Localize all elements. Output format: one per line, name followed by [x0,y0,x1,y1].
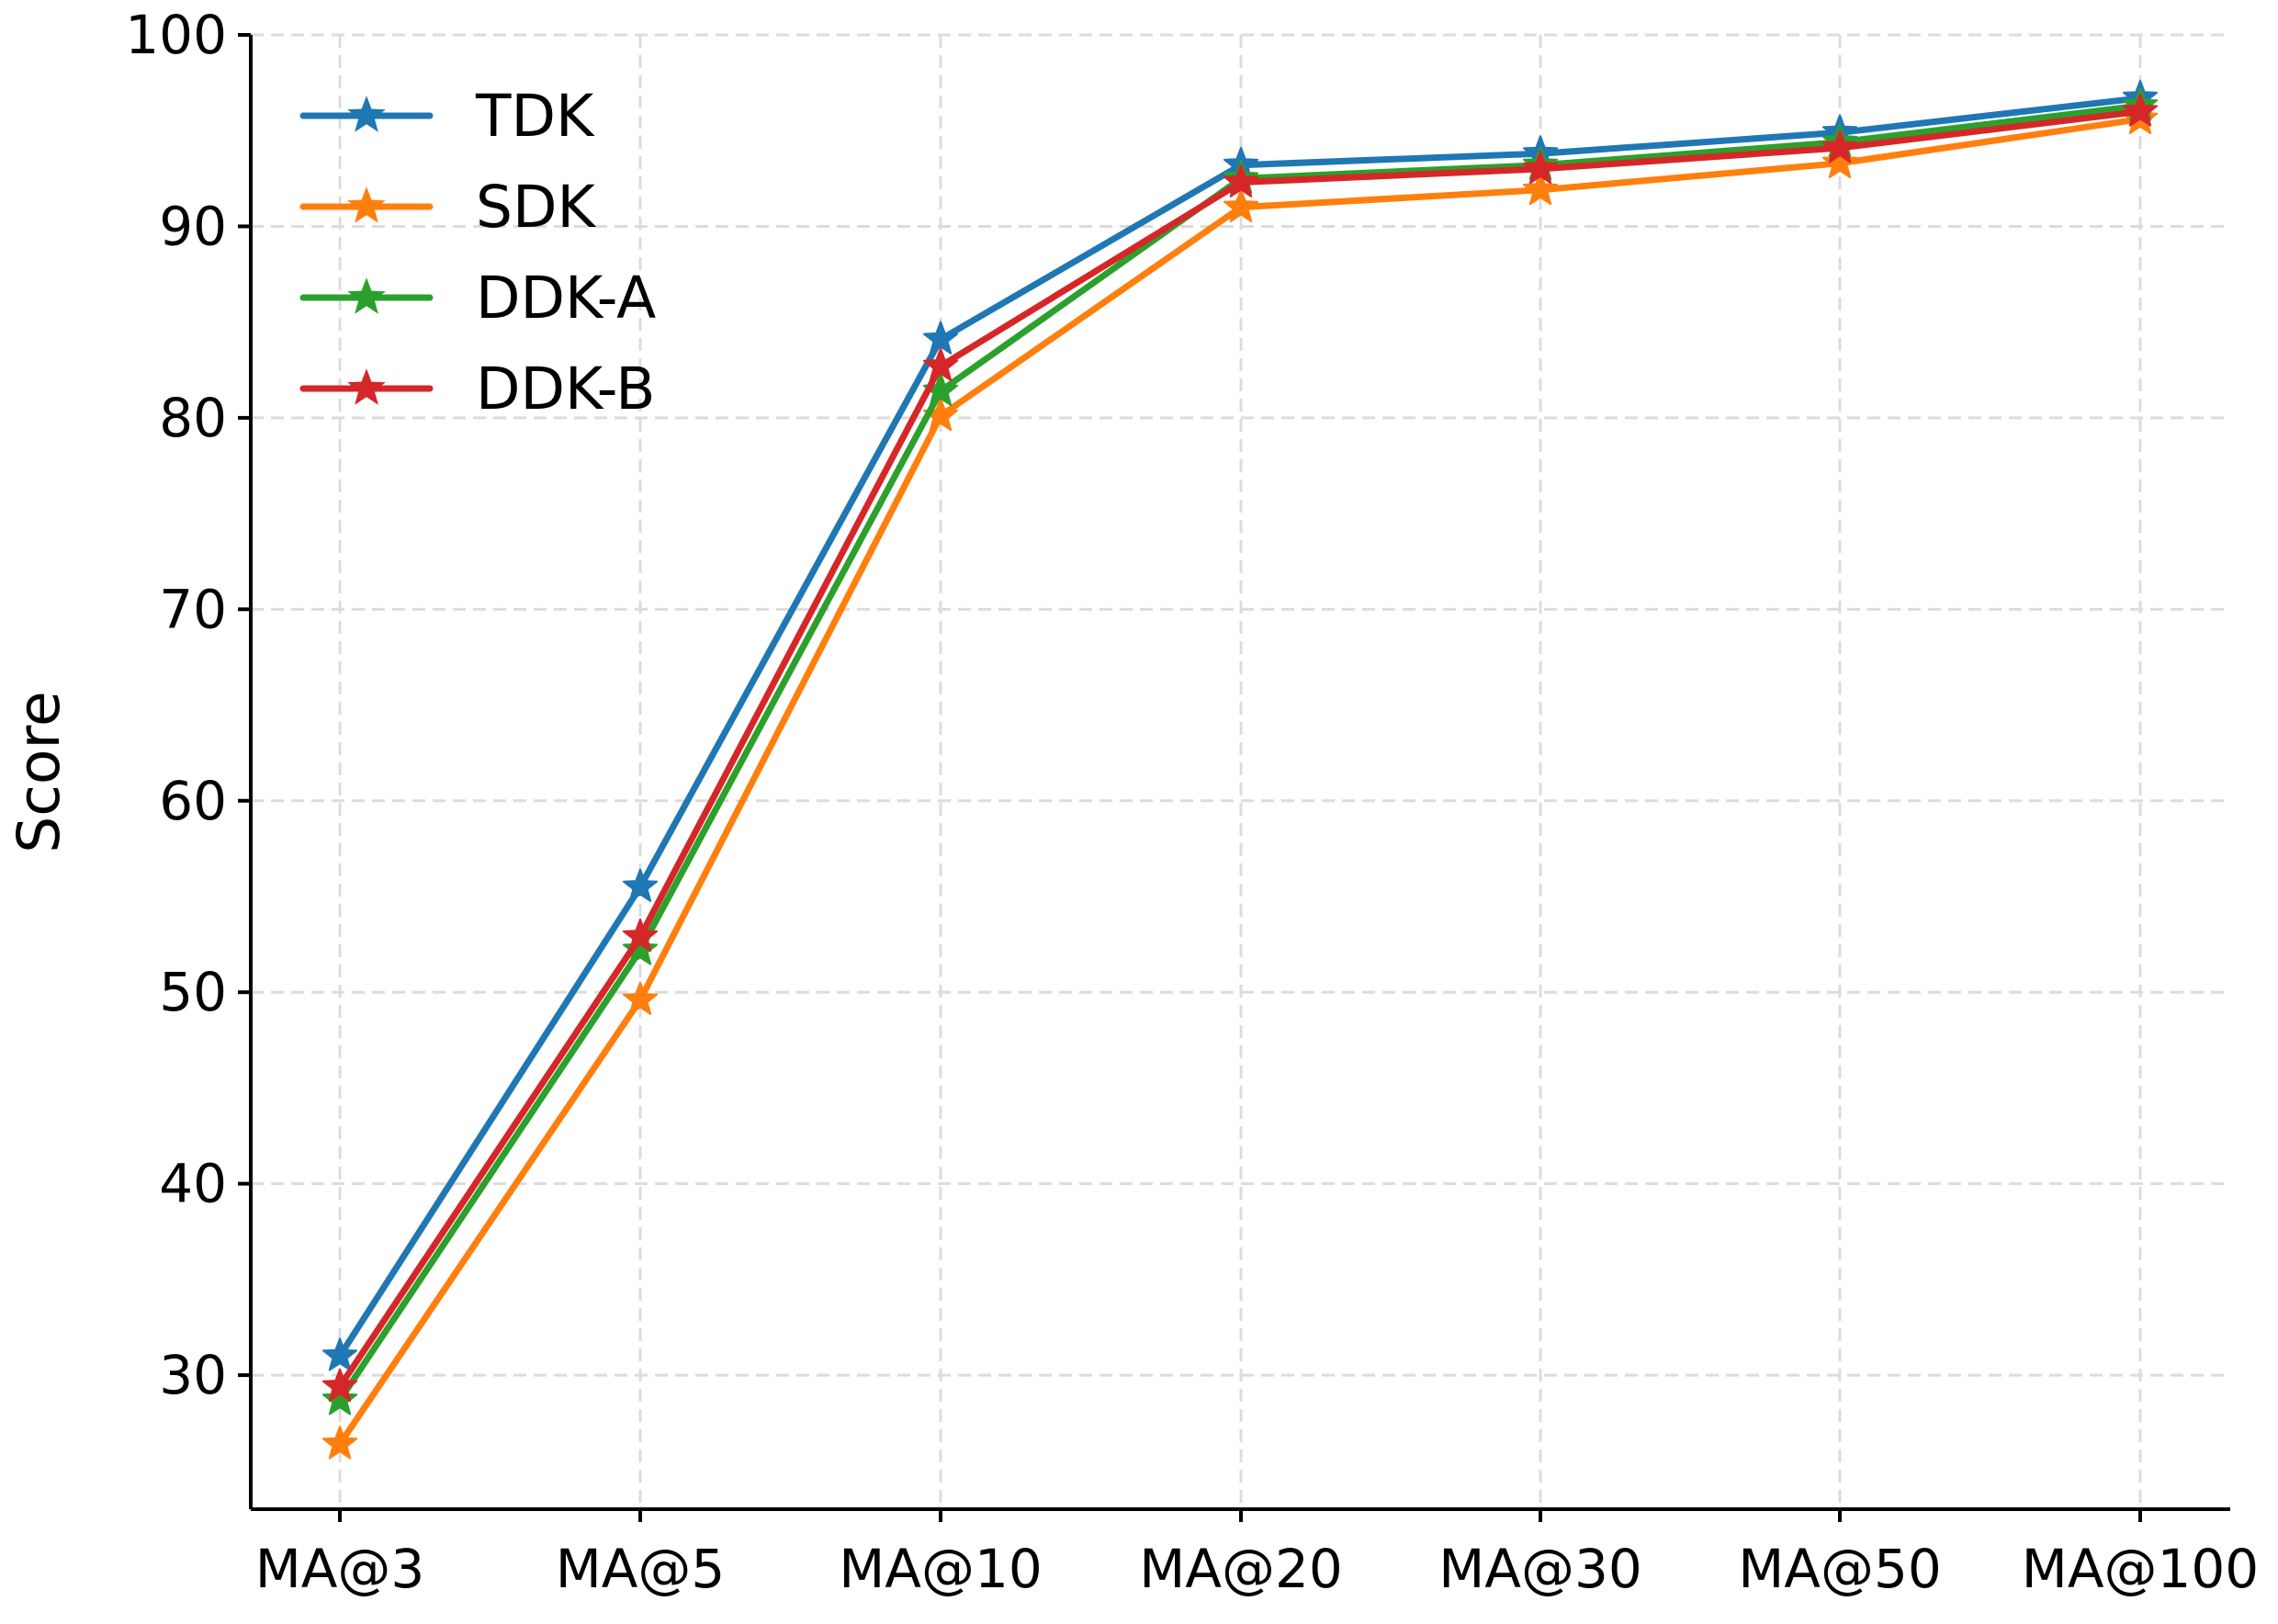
data-point-ddk-b-ma@5 [622,918,659,953]
y-tick-label: 30 [159,1344,227,1406]
data-point-ddk-b-ma@10 [922,347,959,381]
data-point-tdk-ma@3 [321,1337,358,1371]
y-tick-label: 80 [159,387,227,449]
data-point-ddk-b-ma@100 [2122,93,2159,127]
y-tick-label: 90 [159,195,227,257]
data-point-ddk-b-ma@3 [321,1368,358,1402]
y-tick-label: 70 [159,578,227,640]
y-tick-label: 50 [159,961,227,1023]
legend-star-icon [347,368,386,405]
data-point-ddk-b-ma@50 [1821,130,1858,164]
x-tick-label: MA@30 [1438,1538,1642,1600]
legend-star-icon [347,186,386,223]
data-point-ddk-a-ma@5 [622,931,659,965]
x-ticks: MA@3 MA@5 MA@10 MA@20 MA@30 MA@50 MA@100 [255,1509,2259,1600]
legend-label: DDK-B [476,355,655,423]
legend-item-tdk: TDK [299,83,595,150]
x-tick-label: MA@10 [839,1538,1043,1600]
data-point-ddk-b-ma@20 [1223,164,1259,197]
x-tick-label: MA@5 [556,1538,726,1600]
series-sdk [321,100,2159,1460]
legend-star-icon [347,96,386,132]
legend-label: DDK-A [476,265,656,332]
data-point-ddk-b-ma@30 [1522,150,1559,185]
legend-star-icon [347,277,386,314]
data-point-sdk-ma@5 [622,981,659,1015]
legend-label: TDK [475,83,595,150]
x-tick-label: MA@50 [1738,1538,1942,1600]
y-axis-label: Score [6,691,73,852]
y-tick-label: 100 [125,4,227,66]
y-ticks: 30 40 50 60 70 80 90 100 [125,4,251,1406]
grid [251,33,2230,1509]
y-tick-label: 40 [159,1153,227,1215]
data-point-sdk-ma@3 [321,1426,358,1460]
legend-label: SDK [476,174,597,241]
legend-item-ddk-b: DDK-B [299,355,655,423]
legend-item-sdk: SDK [299,174,597,241]
data-point-tdk-ma@10 [922,321,959,355]
series-ddk-b [321,93,2159,1402]
legend-item-ddk-a: DDK-A [299,265,656,332]
x-tick-label: MA@100 [2022,1538,2259,1600]
data-point-sdk-ma@50 [1821,144,1858,178]
data-point-sdk-ma@30 [1522,171,1559,206]
data-point-sdk-ma@20 [1223,188,1259,222]
y-tick-label: 60 [159,770,227,832]
data-point-tdk-ma@5 [622,868,659,902]
series [321,79,2159,1460]
data-point-ddk-a-ma@3 [321,1382,358,1415]
x-tick-label: MA@20 [1139,1538,1343,1600]
legend: TDK SDK DDK-A DDK-B [299,83,656,423]
x-tick-label: MA@3 [255,1538,425,1600]
